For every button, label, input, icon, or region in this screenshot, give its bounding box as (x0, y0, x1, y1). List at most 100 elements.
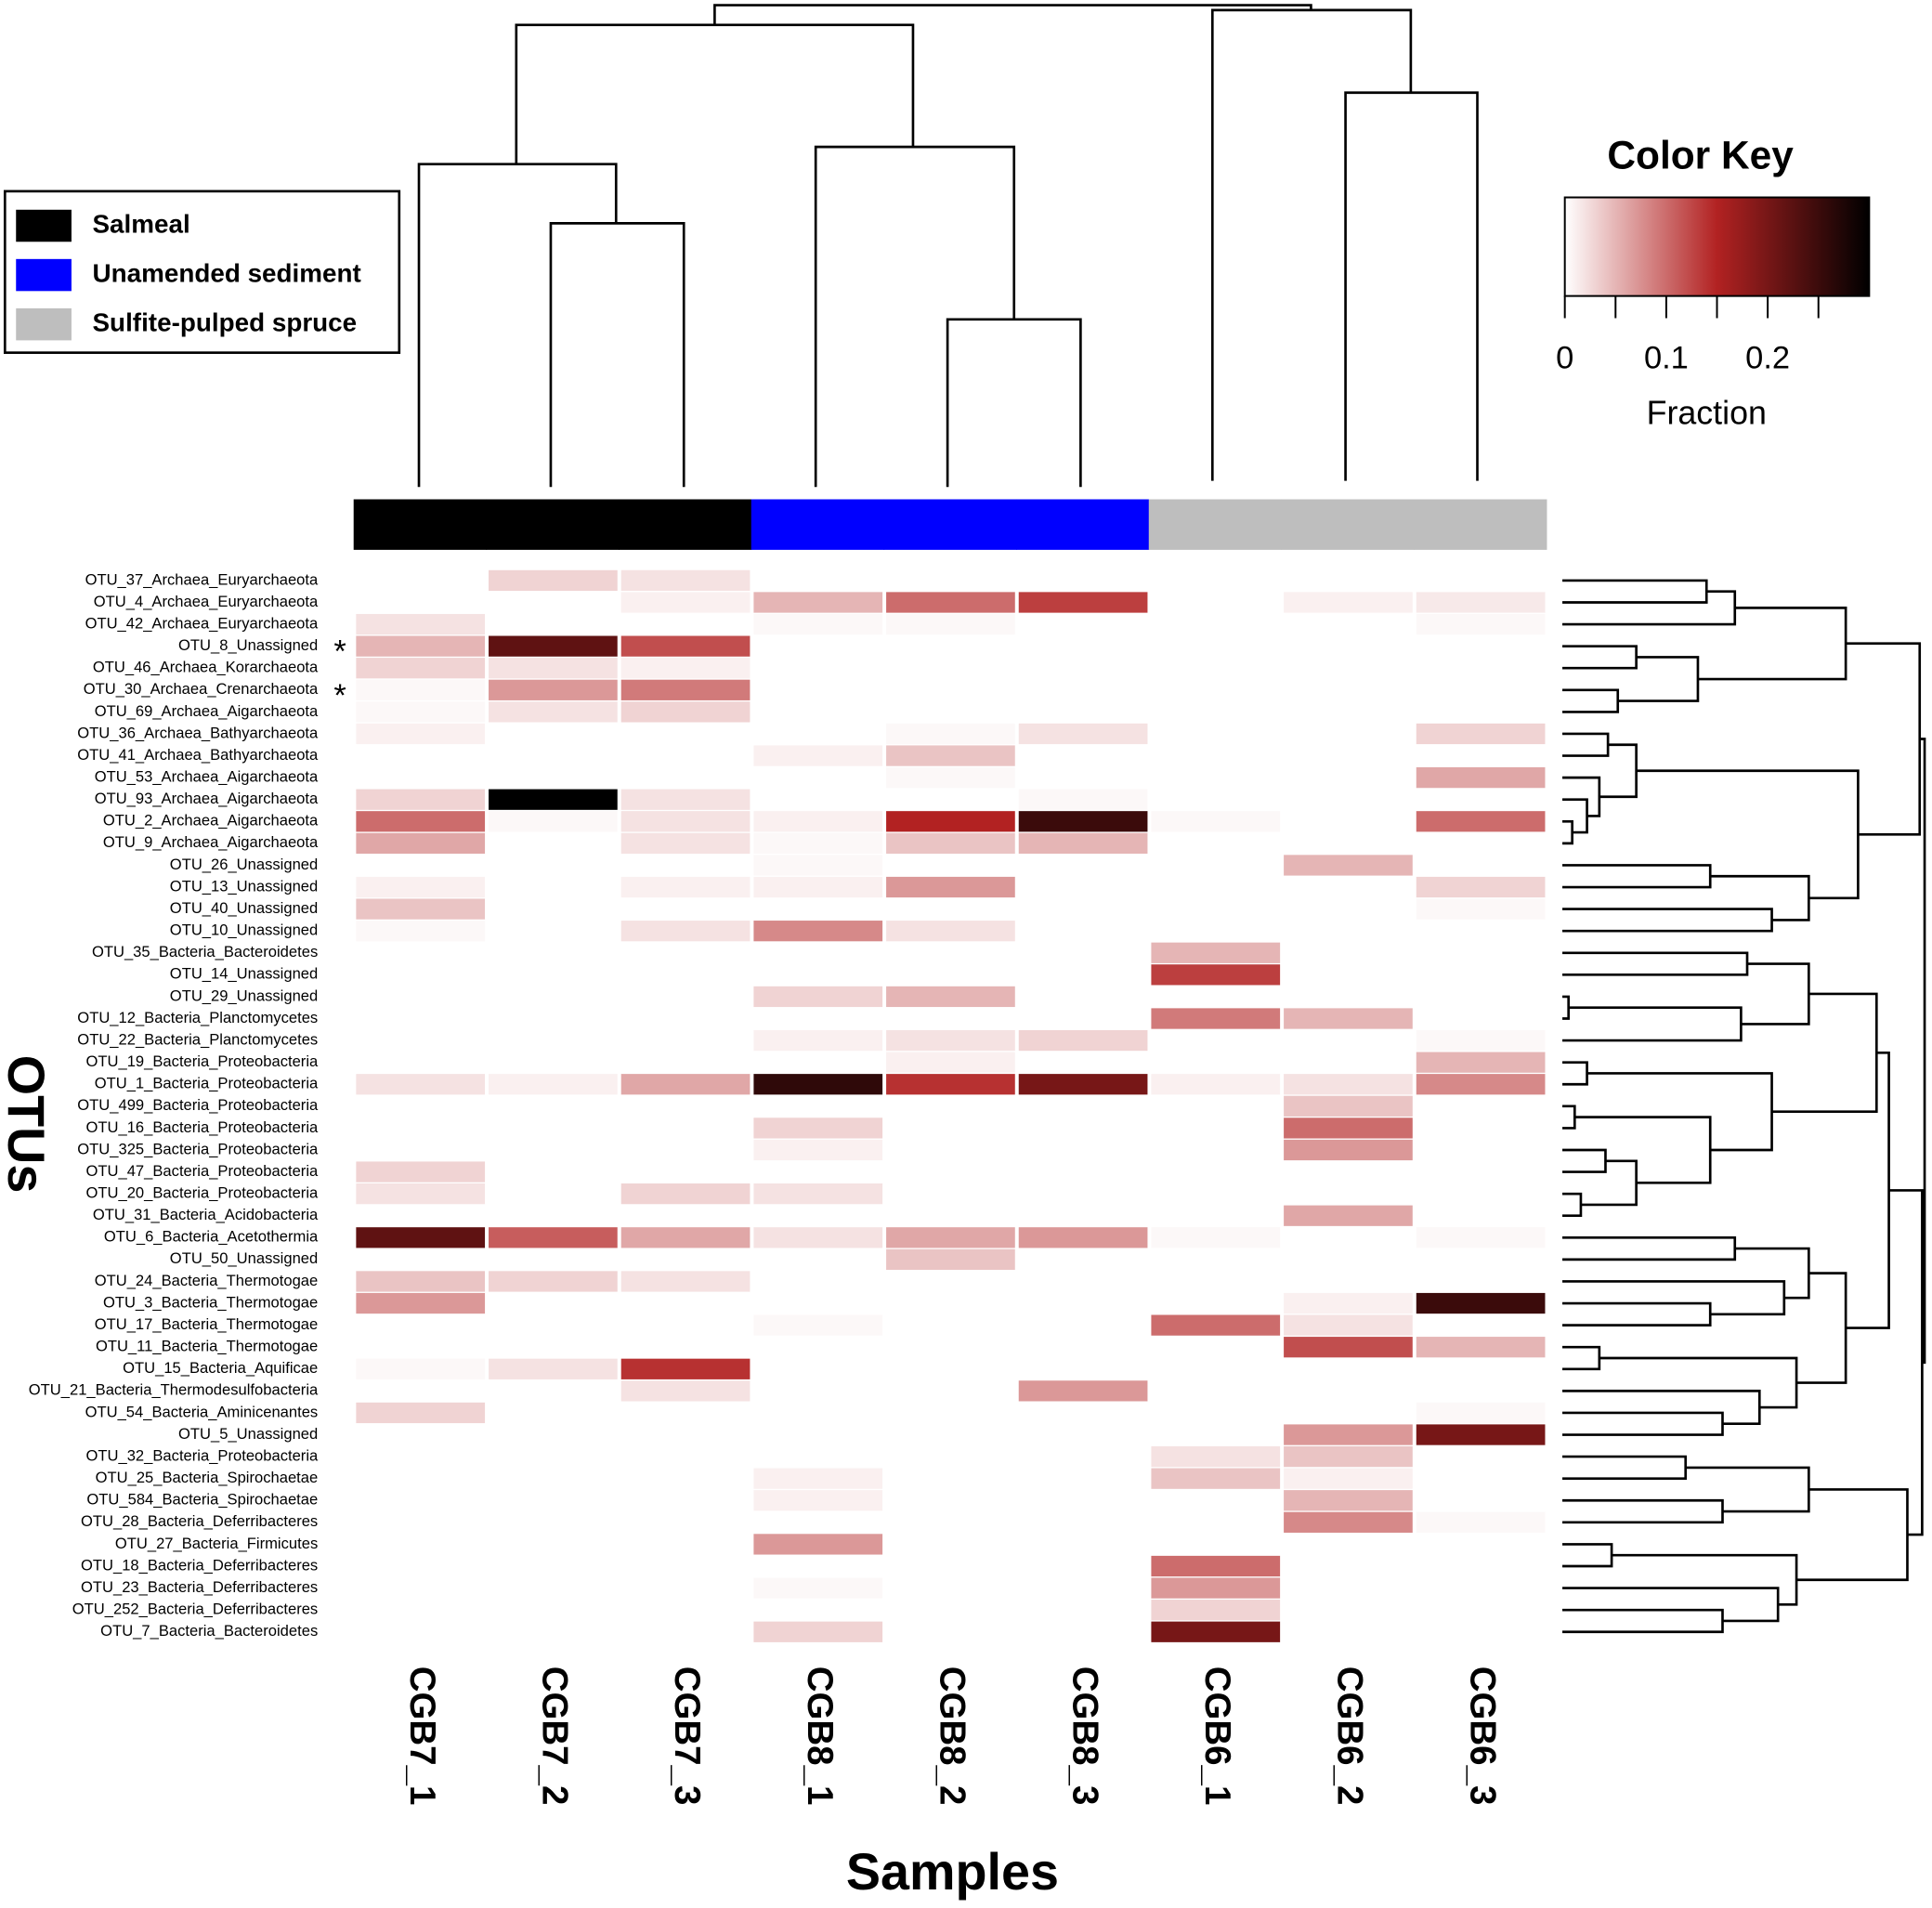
heatmap-cell (489, 832, 618, 854)
heatmap-cell (886, 1490, 1015, 1511)
heatmap-cell (620, 1424, 751, 1445)
heatmap-cell (356, 1337, 486, 1358)
heatmap-cell (489, 569, 618, 592)
heatmap-cell (753, 1052, 883, 1073)
heatmap-cell (356, 1139, 486, 1161)
y-tick-label: OTU_40_Unassigned (170, 899, 318, 917)
y-tick-label: OTU_24_Bacteria_Thermotogae (95, 1272, 319, 1289)
heatmap-cell (1151, 1227, 1281, 1248)
heatmap-cell (620, 1445, 751, 1468)
heatmap-cell (1151, 1029, 1281, 1052)
heatmap-cell (1416, 1490, 1546, 1511)
heatmap-cell (753, 1183, 883, 1205)
heatmap-cell (753, 1445, 883, 1468)
heatmap-cell (753, 876, 883, 898)
heatmap-cell (356, 613, 486, 635)
group-bar (486, 499, 620, 550)
heatmap-cell (1151, 1161, 1281, 1183)
heatmap-cell (1416, 789, 1546, 810)
heatmap-cell (1018, 701, 1148, 723)
heatmap-cell (1018, 679, 1148, 700)
heatmap-cell (620, 942, 751, 963)
heatmap-cell (1018, 1534, 1148, 1555)
heatmap-cell (620, 745, 751, 766)
heatmap-cell (1284, 1117, 1413, 1139)
y-tick-label: OTU_11_Bacteria_Thermotogae (96, 1338, 318, 1355)
heatmap-cell (886, 658, 1015, 679)
heatmap-cell (1151, 1248, 1281, 1271)
heatmap-cell (489, 1271, 618, 1292)
heatmap-cell (753, 811, 883, 832)
heatmap-cell (1151, 1095, 1281, 1117)
heatmap-cell (1151, 1117, 1281, 1139)
heatmap-cell (753, 1621, 883, 1642)
heatmap-cell (620, 592, 751, 613)
heatmap-cell (356, 1621, 486, 1642)
heatmap-cell (1151, 745, 1281, 766)
heatmap-cell (1284, 1577, 1413, 1599)
heatmap-cell (753, 1117, 883, 1139)
y-tick-label: OTU_1_Bacteria_Proteobacteria (95, 1075, 319, 1092)
heatmap-cell (1284, 921, 1413, 942)
heatmap-cell (753, 1490, 883, 1511)
heatmap-cell (489, 1424, 618, 1445)
heatmap-cell (753, 1380, 883, 1402)
heatmap-cell (489, 921, 618, 942)
heatmap-cell (489, 679, 618, 700)
heatmap-cell (1151, 789, 1281, 810)
y-tick-label: OTU_8_Unassigned (178, 636, 318, 654)
heatmap-cell (356, 964, 486, 986)
row-annotation: * (333, 634, 346, 670)
heatmap-cell (489, 1358, 618, 1379)
heatmap-cell (886, 723, 1015, 745)
heatmap-cell (1416, 1161, 1546, 1183)
heatmap-cell (1416, 1511, 1546, 1533)
heatmap-cell (1151, 964, 1281, 986)
heatmap-cell (753, 1292, 883, 1314)
row-dendrogram-path (1562, 579, 1926, 1634)
heatmap-cell (1416, 1555, 1546, 1577)
heatmap-cell (753, 921, 883, 942)
heatmap-cell (1284, 1402, 1413, 1424)
heatmap-cell (1018, 613, 1148, 635)
heatmap-cell (1018, 1227, 1148, 1248)
heatmap-cell (886, 942, 1015, 963)
heatmap-cell (356, 1424, 486, 1445)
heatmap-cell (489, 898, 618, 920)
heatmap-cell (356, 1227, 486, 1248)
heatmap-cell (1284, 1534, 1413, 1555)
heatmap-cell (1151, 1402, 1281, 1424)
heatmap-cell (489, 1380, 618, 1402)
heatmap-cell (886, 1029, 1015, 1052)
y-tick-label: OTU_93_Archaea_Aigarchaeota (95, 790, 319, 807)
heatmap-cell (1284, 876, 1413, 898)
heatmap-cell (489, 1445, 618, 1468)
y-tick-label: OTU_10_Unassigned (170, 921, 318, 939)
heatmap-cell (1416, 1402, 1546, 1424)
heatmap-cell (1018, 921, 1148, 942)
heatmap-cell (886, 635, 1015, 657)
heatmap-cell (753, 942, 883, 963)
legend-swatch (16, 209, 72, 242)
heatmap-cell (886, 832, 1015, 854)
heatmap-cell (1018, 745, 1148, 766)
heatmap-cell (1416, 635, 1546, 657)
row-dendrogram (1562, 579, 1926, 1634)
heatmap-cell (1151, 942, 1281, 963)
heatmap-cell (1018, 986, 1148, 1008)
heatmap-cell (1151, 1621, 1281, 1642)
heatmap-cell (1284, 1183, 1413, 1205)
heatmap-cell (886, 1511, 1015, 1533)
heatmap-cell (489, 1292, 618, 1314)
heatmap-cell (1018, 1600, 1148, 1621)
heatmap-cell (1284, 832, 1413, 854)
heatmap-cell (1284, 1511, 1413, 1533)
heatmap-cell (489, 1490, 618, 1511)
y-tick-label: OTU_252_Bacteria_Deferribacteres (72, 1601, 318, 1618)
y-tick-label: OTU_25_Bacteria_Spirochaetae (96, 1469, 319, 1486)
heatmap-cell (1416, 1424, 1546, 1445)
heatmap-cell (356, 569, 486, 592)
heatmap-cell (1151, 658, 1281, 679)
heatmap-cell (356, 1074, 486, 1095)
